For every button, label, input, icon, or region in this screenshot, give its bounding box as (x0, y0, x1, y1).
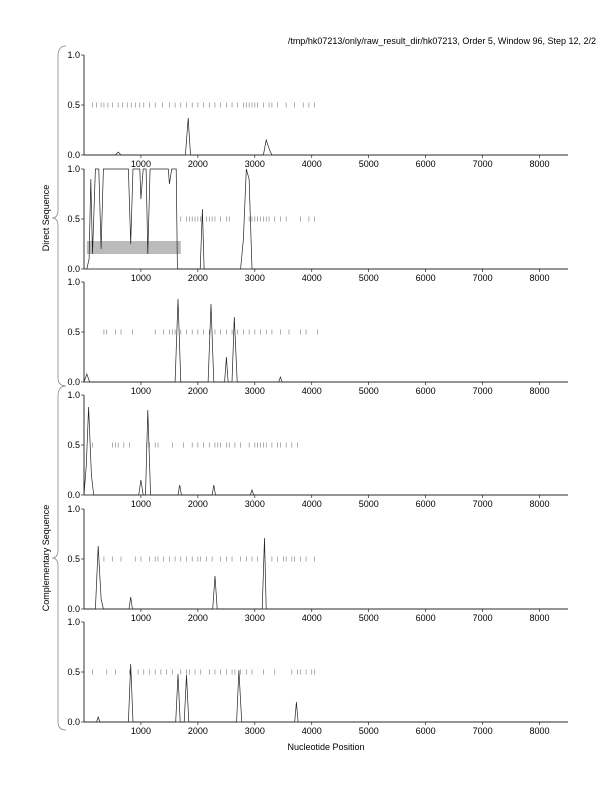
x-tick-label: 2000 (188, 273, 208, 283)
x-tick-label: 8000 (530, 159, 550, 169)
x-tick-label: 6000 (416, 499, 436, 509)
x-tick-label: 8000 (530, 499, 550, 509)
panel-comp-frame-1: 0.0 0.5 1.0 1000 2000 3000 4000 5000 6000 7000 800… (67, 390, 568, 509)
group-label-complementary: Complementary Sequence (41, 505, 51, 612)
x-tick-label: 8000 (530, 386, 550, 396)
x-tick-label: 7000 (473, 726, 493, 736)
panel-direct-frame-1: 0.0 0.5 1.0 1000 2000 3000 4000 5000 6000 7000 800… (67, 50, 568, 169)
x-tick-label: 1000 (131, 273, 151, 283)
y-tick-label: 1.0 (67, 617, 80, 627)
x-tick-label: 3000 (245, 613, 265, 623)
y-tick-label: 1.0 (67, 504, 80, 514)
x-tick-label: 2000 (188, 613, 208, 623)
panel-comp-frame-3: 0.0 0.5 1.0 1000 2000 3000 4000 5000 6000 7000 800… (67, 617, 568, 736)
coding-potential-line (84, 663, 568, 723)
x-tick-label: 1000 (131, 386, 151, 396)
direct-brace (51, 45, 67, 387)
x-tick-label: 4000 (302, 726, 322, 736)
x-tick-label: 3000 (245, 726, 265, 736)
x-tick-label: 4000 (302, 613, 322, 623)
x-tick-label: 3000 (245, 499, 265, 509)
x-tick-label: 3000 (245, 273, 265, 283)
x-tick-label: 7000 (473, 159, 493, 169)
x-tick-label: 8000 (530, 273, 550, 283)
x-tick-label: 5000 (359, 159, 379, 169)
panel-comp-frame-2: 0.0 0.5 1.0 1000 2000 3000 4000 5000 6000 7000 800… (67, 504, 568, 623)
x-tick-label: 2000 (188, 499, 208, 509)
x-tick-label: 5000 (359, 613, 379, 623)
x-tick-label: 3000 (245, 386, 265, 396)
x-tick-label: 5000 (359, 499, 379, 509)
x-tick-label: 2000 (188, 159, 208, 169)
x-tick-label: 7000 (473, 273, 493, 283)
x-axis-label: Nucleotide Position (287, 742, 364, 752)
x-tick-label: 1000 (131, 613, 151, 623)
panel-direct-frame-2: 0.0 0.5 1.0 1000 2000 3000 4000 5000 6000 7000 800… (67, 164, 568, 283)
x-tick-label: 5000 (359, 386, 379, 396)
x-tick-label: 6000 (416, 386, 436, 396)
coding-potential-line (86, 168, 568, 270)
x-tick-label: 1000 (131, 159, 151, 169)
y-tick-label: 1.0 (67, 277, 80, 287)
x-tick-label: 3000 (245, 159, 265, 169)
y-tick-label: 0.5 (67, 440, 80, 450)
y-tick-label: 0.5 (67, 214, 80, 224)
x-tick-label: 7000 (473, 613, 493, 623)
y-tick-label: 0.5 (67, 327, 80, 337)
x-tick-label: 6000 (416, 273, 436, 283)
y-tick-label: 0.0 (67, 717, 80, 727)
x-tick-label: 7000 (473, 499, 493, 509)
y-tick-label: 0.0 (67, 377, 80, 387)
x-tick-label: 6000 (416, 159, 436, 169)
x-tick-label: 5000 (359, 726, 379, 736)
y-tick-label: 1.0 (67, 390, 80, 400)
y-tick-label: 0.5 (67, 554, 80, 564)
x-tick-label: 4000 (302, 386, 322, 396)
complementary-brace (51, 385, 67, 731)
orf-bar (86, 241, 181, 254)
x-tick-label: 7000 (473, 386, 493, 396)
coding-potential-line (83, 406, 568, 496)
y-tick-label: 0.0 (67, 490, 80, 500)
y-tick-label: 1.0 (67, 50, 80, 60)
x-tick-label: 4000 (302, 159, 322, 169)
y-tick-label: 0.0 (67, 264, 80, 274)
y-tick-label: 0.5 (67, 100, 80, 110)
y-tick-label: 0.0 (67, 150, 80, 160)
x-tick-label: 8000 (530, 613, 550, 623)
x-tick-label: 1000 (131, 499, 151, 509)
y-tick-label: 0.0 (67, 604, 80, 614)
x-tick-label: 1000 (131, 726, 151, 736)
coding-potential-line (84, 117, 568, 156)
x-tick-label: 2000 (188, 726, 208, 736)
y-tick-label: 1.0 (67, 164, 80, 174)
x-tick-label: 6000 (416, 613, 436, 623)
panel-direct-frame-3: 0.0 0.5 1.0 1000 2000 3000 4000 5000 6000 7000 800… (67, 277, 568, 396)
x-tick-label: 6000 (416, 726, 436, 736)
chart-title: /tmp/hk07213/only/raw_result_dir/hk07213… (288, 36, 596, 46)
x-tick-label: 4000 (302, 273, 322, 283)
coding-potential-line (84, 537, 568, 610)
x-tick-label: 5000 (359, 273, 379, 283)
y-tick-label: 0.5 (67, 667, 80, 677)
x-tick-label: 2000 (188, 386, 208, 396)
x-tick-label: 8000 (530, 726, 550, 736)
group-label-direct: Direct Sequence (41, 185, 51, 252)
x-tick-label: 4000 (302, 499, 322, 509)
coding-potential-line (83, 298, 568, 383)
